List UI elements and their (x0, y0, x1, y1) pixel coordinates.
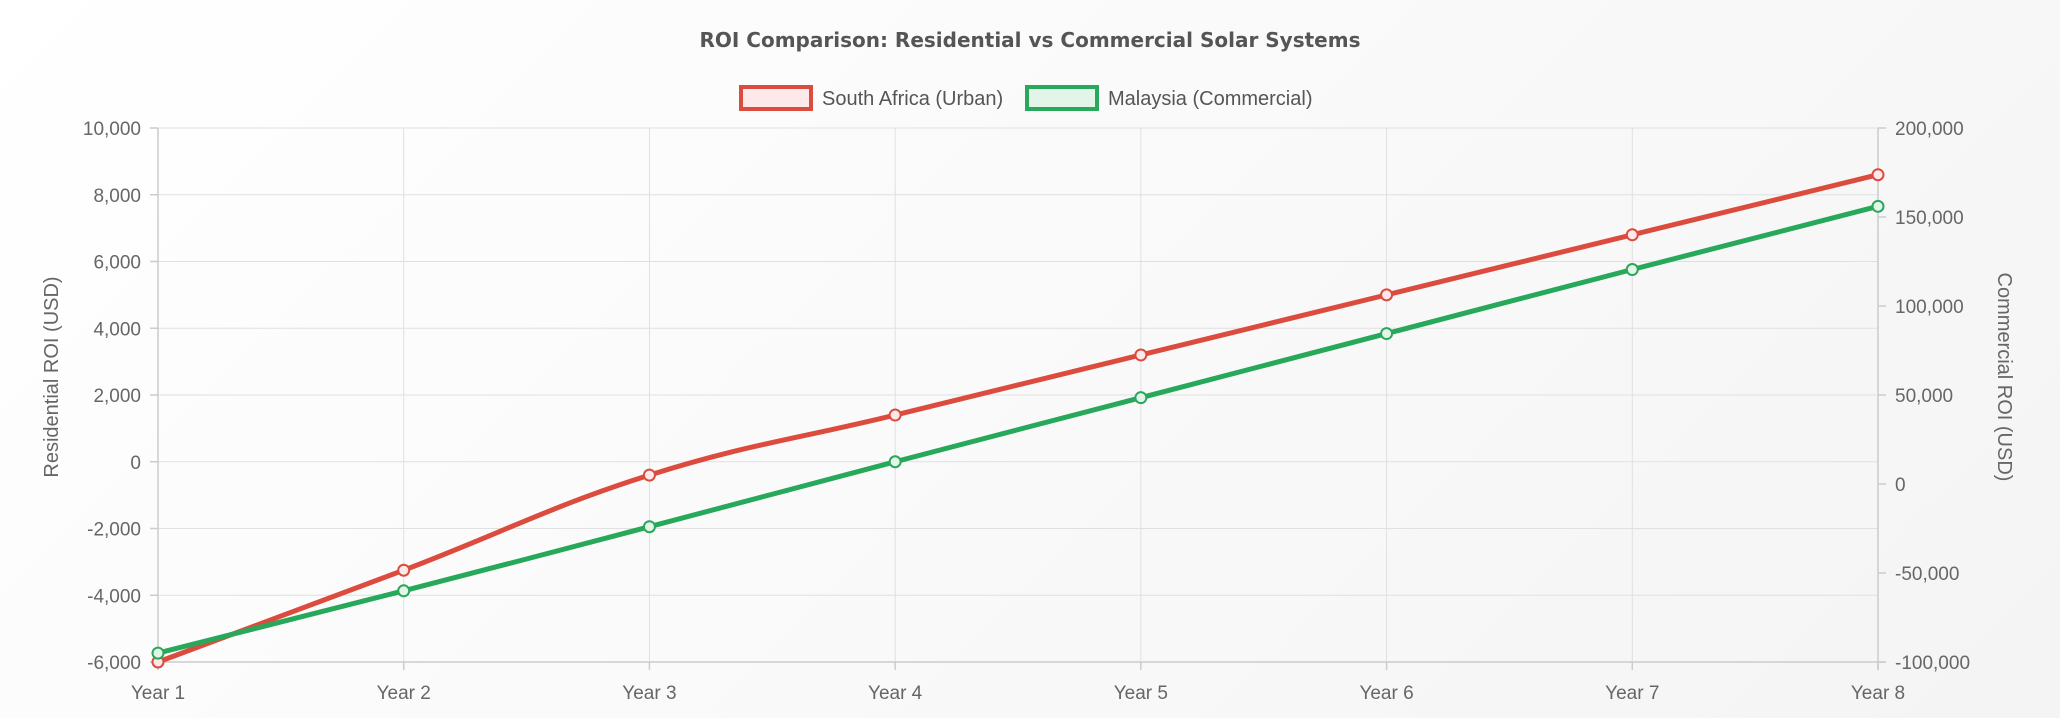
data-point-south-africa[interactable] (397, 563, 411, 577)
legend: South Africa (Urban) Malaysia (Commercia… (739, 85, 1312, 111)
series-malaysia (151, 199, 1885, 660)
data-point-south-africa[interactable] (1871, 168, 1885, 182)
left-tick-label: 6,000 (93, 253, 141, 274)
x-tick-label: Year 2 (377, 683, 431, 704)
right-tick-label: 0 (1895, 475, 1906, 496)
x-axis-ticks: Year 1 Year 2 Year 3 Year 4 Year 5 Year 6 Year… (131, 662, 1905, 704)
left-tick-label: 0 (130, 453, 141, 474)
right-tick-label: 100,000 (1895, 297, 1964, 318)
data-point-malaysia[interactable] (397, 584, 411, 598)
x-tick-label: Year 7 (1605, 683, 1659, 704)
left-tick-label: -4,000 (87, 586, 141, 607)
data-point-malaysia[interactable] (1871, 199, 1885, 213)
left-tick-label: -2,000 (87, 520, 141, 541)
x-tick-label: Year 5 (1114, 683, 1168, 704)
left-tick-label: 8,000 (93, 186, 141, 207)
legend-label-south-africa: South Africa (Urban) (822, 88, 1003, 110)
legend-swatch-malaysia (1025, 85, 1099, 111)
right-axis-ticks: -100,000 -50,000 0 50,000 100,000 150,000 200,… (1878, 119, 1970, 674)
data-point-south-africa[interactable] (888, 408, 902, 422)
series-south-africa (151, 168, 1885, 669)
x-tick-label: Year 8 (1851, 683, 1905, 704)
x-tick-label: Year 1 (131, 683, 185, 704)
legend-item-malaysia[interactable]: Malaysia (Commercial) (1025, 85, 1312, 111)
x-tick-label: Year 4 (868, 683, 923, 704)
legend-item-south-africa[interactable]: South Africa (Urban) (739, 85, 1003, 111)
left-tick-label: 4,000 (93, 319, 141, 340)
data-point-south-africa[interactable] (1380, 288, 1394, 302)
grid (157, 127, 1879, 663)
data-point-south-africa[interactable] (642, 468, 656, 482)
right-tick-label: 150,000 (1895, 208, 1964, 229)
data-point-malaysia[interactable] (1625, 263, 1639, 277)
left-axis-title: Residential ROI (USD) (41, 276, 63, 477)
series (151, 168, 1885, 669)
series-line-south-africa (155, 172, 1881, 665)
data-point-south-africa[interactable] (1134, 348, 1148, 362)
data-point-malaysia[interactable] (151, 646, 165, 660)
left-tick-label: -6,000 (87, 653, 141, 674)
legend-swatch-south-africa (739, 85, 813, 111)
data-point-malaysia[interactable] (888, 455, 902, 469)
right-tick-label: -100,000 (1895, 653, 1970, 674)
chart-title: ROI Comparison: Residential vs Commercia… (699, 28, 1360, 52)
data-point-malaysia[interactable] (1134, 391, 1148, 405)
right-tick-label: 200,000 (1895, 119, 1964, 140)
left-tick-label: 2,000 (93, 386, 141, 407)
right-axis-title: Commercial ROI (USD) (1993, 273, 2015, 482)
legend-label-malaysia: Malaysia (Commercial) (1108, 88, 1312, 110)
data-point-malaysia[interactable] (1380, 327, 1394, 341)
x-tick-label: Year 3 (622, 683, 676, 704)
left-tick-label: 10,000 (83, 119, 141, 140)
data-point-south-africa[interactable] (1625, 228, 1639, 242)
right-tick-label: 50,000 (1895, 386, 1953, 407)
data-point-malaysia[interactable] (642, 520, 656, 534)
axes (150, 128, 1886, 670)
left-axis-ticks: -6,000 -4,000 -2,000 0 2,000 4,000 6,000 8,000 1… (83, 119, 158, 674)
series-line-malaysia (155, 203, 1881, 656)
x-tick-label: Year 6 (1359, 683, 1413, 704)
right-tick-label: -50,000 (1895, 564, 1959, 585)
